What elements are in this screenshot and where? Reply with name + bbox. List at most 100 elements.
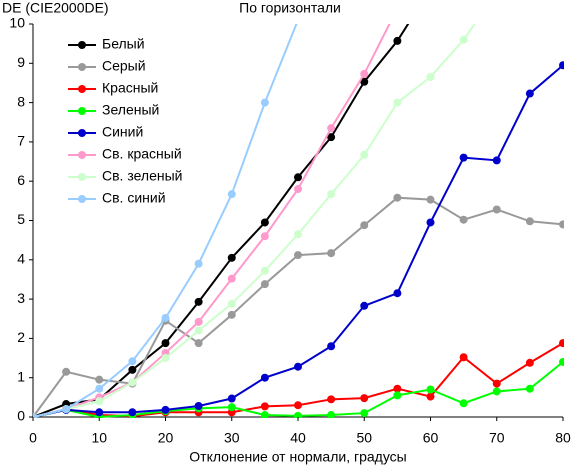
data-point bbox=[260, 232, 269, 241]
x-tick-label: 60 bbox=[423, 430, 439, 446]
data-point bbox=[559, 357, 564, 366]
y-tick-label: 7 bbox=[17, 133, 25, 149]
data-point bbox=[294, 251, 302, 260]
y-tick-label: 1 bbox=[17, 368, 25, 384]
data-point bbox=[426, 392, 435, 401]
series-line bbox=[33, 24, 391, 418]
legend-label: Красный bbox=[102, 80, 158, 96]
y-tick-label: 3 bbox=[17, 290, 25, 306]
plot-area bbox=[33, 4, 564, 418]
y-tick-label: 9 bbox=[17, 54, 25, 70]
data-point bbox=[393, 36, 402, 45]
data-point bbox=[327, 190, 336, 199]
data-point bbox=[459, 153, 468, 162]
data-point bbox=[128, 378, 137, 387]
legend-label: Серый bbox=[102, 58, 146, 74]
data-point bbox=[161, 313, 170, 322]
data-point bbox=[525, 217, 534, 226]
data-point bbox=[194, 339, 203, 348]
y-tick-label: 10 bbox=[9, 15, 25, 31]
data-point bbox=[327, 395, 336, 404]
data-point bbox=[492, 387, 501, 396]
legend-label: Белый bbox=[102, 36, 145, 52]
y-tick-label: 2 bbox=[17, 329, 25, 345]
data-point bbox=[360, 409, 369, 418]
data-point bbox=[294, 230, 302, 239]
x-tick-label: 50 bbox=[356, 430, 372, 446]
data-point bbox=[360, 77, 369, 86]
data-point bbox=[525, 384, 534, 393]
data-point bbox=[260, 411, 269, 418]
data-point bbox=[95, 408, 104, 417]
x-axis-title: Отклонение от нормали, градусы bbox=[189, 449, 406, 465]
data-point bbox=[492, 156, 501, 165]
data-point bbox=[327, 411, 336, 418]
data-point bbox=[260, 402, 269, 411]
data-point bbox=[128, 365, 137, 374]
data-point bbox=[360, 69, 369, 78]
data-point bbox=[227, 253, 236, 262]
legend-label: Св. зеленый bbox=[102, 168, 182, 184]
data-point bbox=[360, 221, 369, 230]
data-point bbox=[194, 326, 203, 335]
data-point bbox=[426, 195, 435, 204]
y-axis-title: DE (CIE2000DE) bbox=[2, 0, 109, 16]
legend-label: Зеленый bbox=[102, 102, 159, 118]
y-tick-label: 6 bbox=[17, 172, 25, 188]
data-point bbox=[393, 98, 402, 107]
data-point bbox=[459, 215, 468, 224]
data-point bbox=[260, 373, 269, 382]
legend-marker bbox=[78, 107, 86, 115]
data-point bbox=[62, 367, 71, 376]
data-point bbox=[227, 190, 236, 199]
legend-label: Св. синий bbox=[102, 190, 166, 206]
data-point bbox=[294, 411, 302, 418]
chart-title: По горизонтали bbox=[239, 0, 341, 16]
legend-marker bbox=[78, 151, 86, 159]
x-tick-label: 0 bbox=[29, 430, 37, 446]
data-point bbox=[393, 384, 402, 393]
data-point bbox=[327, 124, 336, 133]
legend-label: Синий bbox=[102, 124, 143, 140]
data-point bbox=[161, 339, 170, 348]
data-point bbox=[492, 379, 501, 388]
data-point bbox=[393, 4, 401, 12]
data-point bbox=[227, 299, 236, 308]
data-point bbox=[161, 405, 170, 414]
data-point bbox=[297, 24, 299, 25]
data-point bbox=[260, 98, 269, 107]
legend-label: Св. красный bbox=[102, 146, 182, 162]
data-point bbox=[559, 61, 564, 70]
data-point bbox=[227, 403, 236, 412]
data-point bbox=[327, 342, 336, 351]
data-point bbox=[260, 280, 269, 289]
data-point bbox=[227, 310, 236, 319]
data-point bbox=[95, 375, 104, 384]
data-point bbox=[294, 173, 302, 182]
y-tick-label: 5 bbox=[17, 211, 25, 227]
data-point bbox=[393, 193, 402, 202]
data-point bbox=[95, 397, 104, 406]
x-tick-label: 20 bbox=[158, 430, 174, 446]
data-point bbox=[194, 401, 203, 410]
data-point bbox=[227, 274, 236, 283]
data-point bbox=[327, 249, 336, 258]
data-point bbox=[426, 218, 435, 227]
x-tick-label: 30 bbox=[224, 430, 240, 446]
data-point bbox=[62, 405, 71, 414]
data-point bbox=[128, 408, 137, 417]
legend-marker bbox=[78, 195, 86, 203]
data-point bbox=[426, 73, 435, 82]
data-point bbox=[95, 384, 104, 393]
x-tick-label: 80 bbox=[555, 430, 571, 446]
data-point bbox=[33, 413, 37, 418]
legend-marker bbox=[78, 63, 86, 71]
legend-marker bbox=[78, 129, 86, 137]
data-point bbox=[492, 205, 501, 214]
legend-marker bbox=[78, 85, 86, 93]
data-point bbox=[260, 266, 269, 275]
data-point bbox=[393, 289, 402, 298]
y-tick-label: 4 bbox=[17, 251, 25, 267]
y-tick-label: 0 bbox=[17, 408, 25, 424]
data-point bbox=[525, 358, 534, 367]
